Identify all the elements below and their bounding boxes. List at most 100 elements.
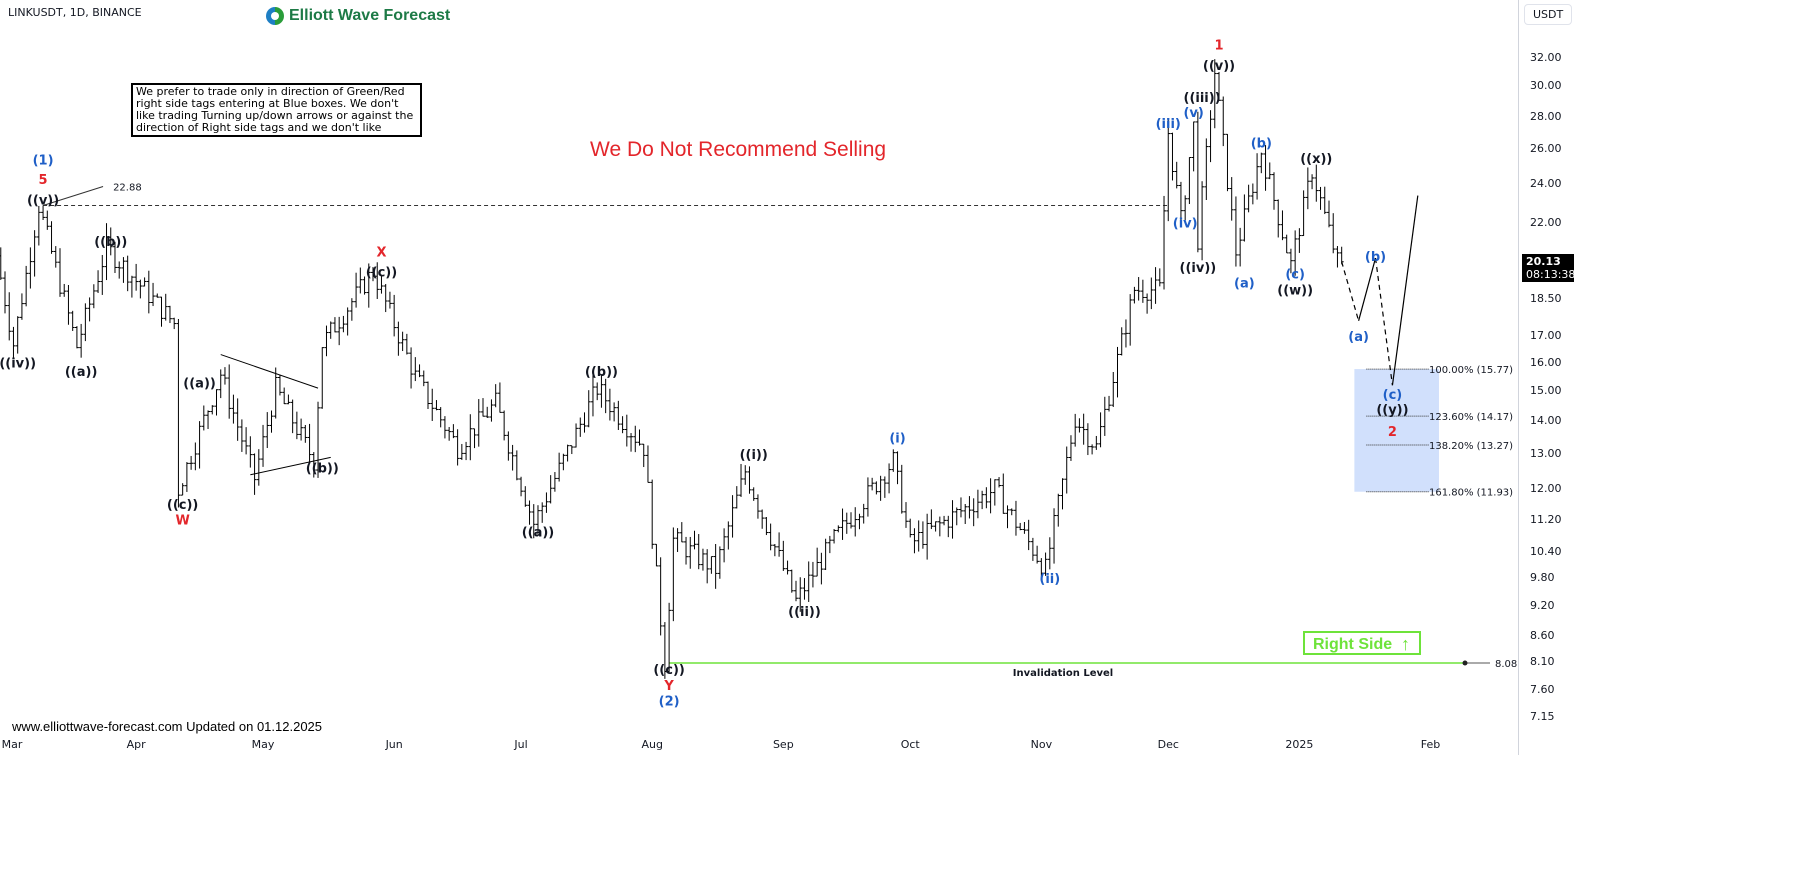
triangle-line [250, 456, 331, 476]
ohlc-bar [650, 479, 655, 549]
ohlc-bar [561, 453, 566, 471]
ohlc-bar [942, 515, 947, 526]
logo-icon [266, 7, 284, 25]
ohlc-bar [929, 509, 934, 530]
ohlc-bar [836, 525, 841, 533]
ohlc-bar [294, 411, 299, 440]
wave-label: (v) [1183, 106, 1203, 121]
logo: Elliott Wave Forecast [266, 7, 450, 25]
x-tick-label: May [251, 738, 275, 751]
price-axis[interactable] [1518, 0, 1809, 755]
wave-label: ((b)) [306, 462, 339, 477]
ohlc-bar [151, 282, 156, 307]
ohlc-bar [903, 502, 908, 528]
wave-label: ((b)) [585, 365, 618, 380]
ohlc-bar [874, 481, 879, 495]
trading-notice: We prefer to trade only in direction of … [131, 83, 422, 137]
ohlc-bar [798, 577, 803, 612]
ohlc-bar [1013, 500, 1018, 536]
ohlc-bar [24, 265, 29, 307]
ohlc-bar [722, 528, 727, 563]
ohlc-bar [531, 504, 536, 539]
ohlc-bar [176, 319, 181, 508]
wave-label: ((c)) [653, 663, 684, 678]
ohlc-bar [895, 451, 900, 485]
ohlc-bar [1094, 435, 1099, 450]
ohlc-bar [641, 443, 646, 468]
ohlc-bar [1149, 277, 1154, 310]
x-tick-label: Jul [514, 738, 528, 751]
ohlc-bar [53, 246, 58, 268]
ohlc-bar [383, 283, 388, 313]
fib-level-label: 123.60% (14.17) [1429, 412, 1513, 423]
triangle-lines [220, 354, 331, 476]
ohlc-bar [662, 622, 667, 679]
y-tick-label: 13.00 [1530, 446, 1562, 460]
ohlc-bar [167, 305, 172, 324]
ohlc-bar [988, 478, 993, 514]
invalidation-value-layer: 8.08 [1495, 659, 1517, 670]
ohlc-bar [1284, 234, 1289, 254]
ohlc-bar [0, 247, 3, 280]
ohlc-bar [1200, 181, 1205, 261]
ohlc-bar [248, 436, 253, 468]
ohlc-bar [794, 580, 799, 602]
x-tick-label: 2025 [1285, 738, 1314, 751]
invalidation-label: Invalidation Level [1013, 668, 1113, 679]
ohlc-bar [1322, 186, 1327, 215]
ohlc-bar [1026, 519, 1031, 551]
y-tick-label: 7.15 [1530, 709, 1555, 723]
footer-text: www.elliottwave-forecast.com Updated on … [10, 719, 325, 734]
ohlc-bar [476, 399, 481, 447]
ohlc-bar [1039, 558, 1044, 578]
last-price: 20.13 [1526, 255, 1561, 268]
wave-label: (iv) [1173, 217, 1198, 232]
ohlc-bar [434, 400, 439, 411]
y-tick-label: 9.20 [1530, 598, 1555, 612]
fib-blue-box [1354, 369, 1439, 492]
wave-label: 1 [1214, 38, 1223, 53]
x-tick-label: Sep [772, 738, 794, 751]
ohlc-bar [569, 445, 574, 455]
ohlc-bar [1276, 199, 1281, 238]
projection-segment [1391, 195, 1419, 386]
ohlc-bar [1145, 293, 1150, 314]
wave-label: ((a)) [65, 365, 98, 380]
ohlc-bar [134, 263, 139, 291]
currency-button[interactable]: USDT [1524, 4, 1573, 25]
ohlc-bar [269, 410, 274, 433]
ohlc-bar [421, 370, 426, 387]
ohlc-bar [320, 347, 325, 409]
ohlc-bar [172, 317, 177, 330]
ohlc-bar [565, 444, 570, 462]
ohlc-bar [66, 285, 71, 325]
fib-level-label: 138.20% (13.27) [1429, 441, 1513, 452]
ohlc-bar [1267, 162, 1272, 180]
ohlc-bar [214, 389, 219, 416]
wave-label: ((iii)) [1184, 91, 1221, 106]
projection-segment [1374, 257, 1394, 386]
ohlc-bar [806, 561, 811, 602]
ohlc-bar [1123, 319, 1128, 348]
ohlc-bar [912, 528, 917, 554]
ohlc-bar [184, 462, 189, 492]
ohlc-bar [984, 487, 989, 509]
ohlc-bar [1339, 246, 1344, 265]
ohlc-bar [480, 398, 485, 417]
ohlc-bar [311, 452, 316, 478]
ohlc-bar [992, 479, 997, 506]
wave-label: (iii) [1156, 117, 1181, 132]
ohlc-bar [849, 512, 853, 529]
ohlc-bar [1047, 537, 1052, 570]
x-tick-label: Mar [1, 738, 23, 751]
ohlc-bar [1157, 268, 1162, 287]
ohlc-bar [840, 508, 845, 540]
ohlc-bar [49, 221, 54, 254]
ohlc-bar [91, 284, 96, 309]
ohlc-bar [971, 498, 976, 527]
ohlc-bar [1331, 213, 1336, 254]
ohlc-bar [1166, 119, 1171, 222]
ohlc-bar [582, 412, 587, 433]
ohlc-bar [1060, 478, 1065, 510]
